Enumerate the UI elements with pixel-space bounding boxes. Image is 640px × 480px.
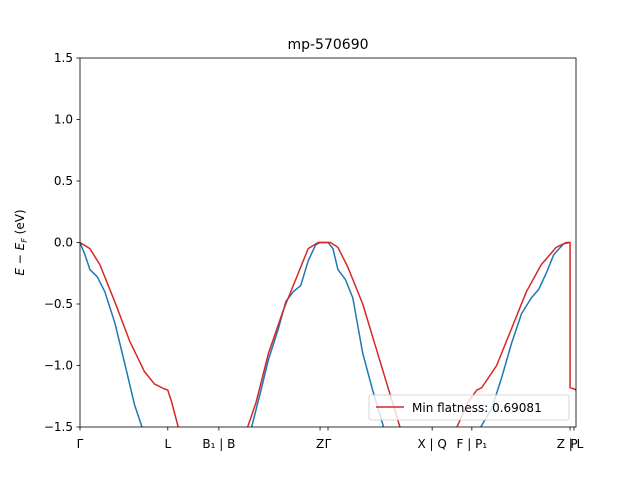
series-lines <box>80 241 576 427</box>
x-tick-label: F | P₁ <box>457 437 488 451</box>
legend-box <box>368 394 570 421</box>
y-tick-label: 0.0 <box>54 236 73 250</box>
legend-label: Min flatness: 0.69081 <box>412 401 542 415</box>
x-tick-label: P <box>570 437 577 451</box>
band-line-red <box>80 241 576 427</box>
y-tick-label: −1.0 <box>44 359 73 373</box>
x-tick-label: L <box>164 437 171 451</box>
y-tick-label: 1.0 <box>54 113 73 127</box>
y-tick-label: 1.5 <box>54 51 73 65</box>
legend: Min flatness: 0.69081 <box>368 394 570 421</box>
y-tick-label: −0.5 <box>44 297 73 311</box>
svg-text:E − EF (eV): E − EF (eV) <box>13 209 29 275</box>
y-tick-label: −1.5 <box>44 420 73 434</box>
x-tick-label: Γ <box>77 437 84 451</box>
plot-frame <box>79 57 577 428</box>
x-tick-label: B₁ | B <box>202 437 235 451</box>
x-tick-label: Z <box>316 437 324 451</box>
y-axis-label: E − EF (eV) <box>13 209 29 275</box>
y-axis-ticks: 1.5 1.0 0.5 0.0 −0.5 −1.0 −1.5 <box>44 51 80 434</box>
x-tick-label: Z | L <box>557 437 584 451</box>
band-line-blue <box>80 241 571 427</box>
x-tick-label: X | Q <box>417 437 446 451</box>
chart-title: mp-570690 <box>287 37 368 53</box>
x-tick-label: Γ <box>325 437 332 451</box>
y-tick-label: 0.5 <box>54 174 73 188</box>
